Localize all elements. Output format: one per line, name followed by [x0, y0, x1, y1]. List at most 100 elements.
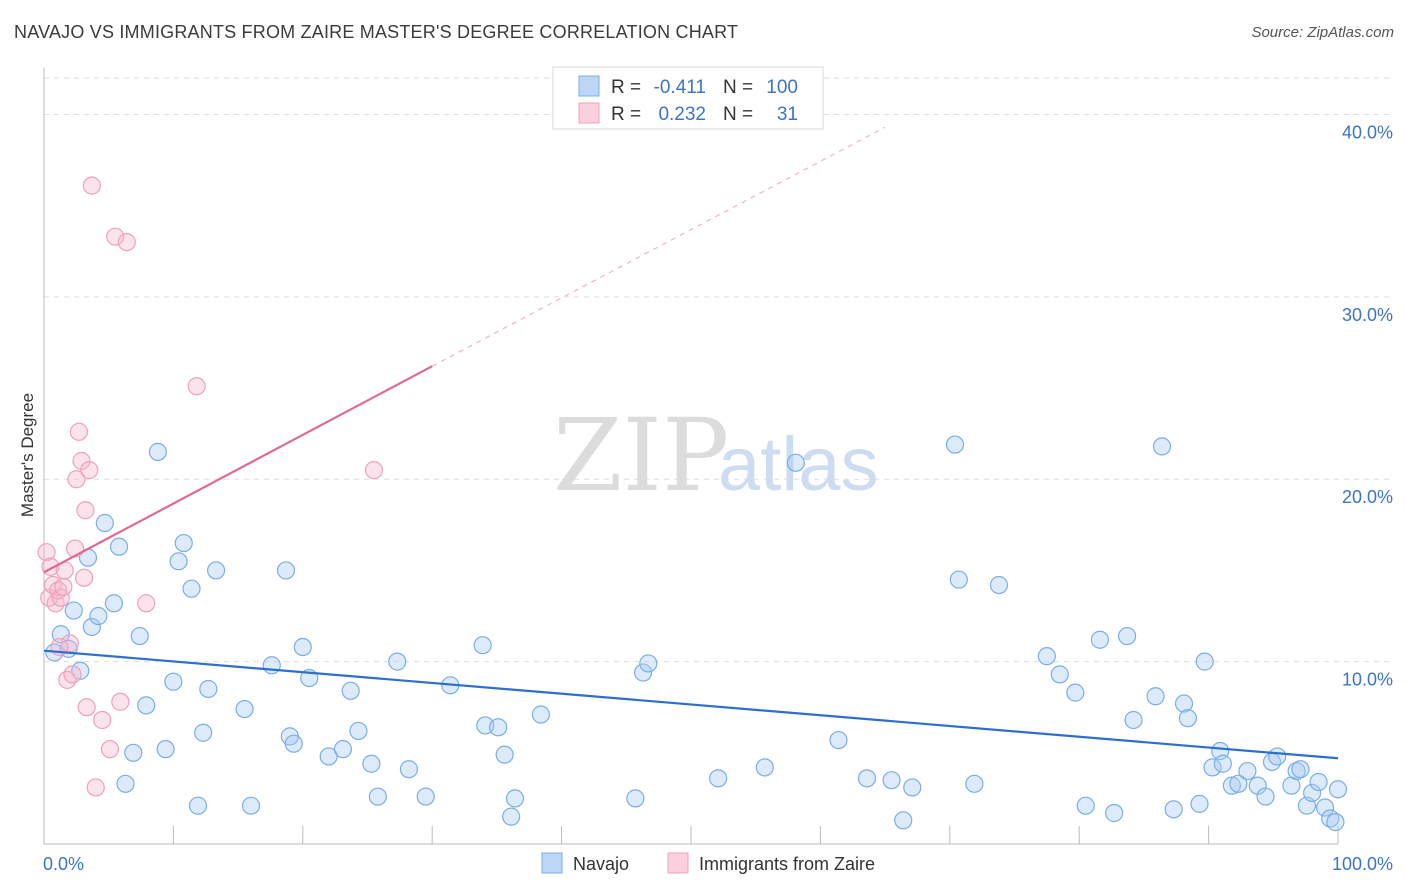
navajo-r-label: R = — [611, 77, 641, 98]
navajo-point — [1037, 647, 1056, 666]
navajo-point — [1105, 803, 1124, 823]
navajo-point — [829, 730, 848, 750]
navajo-point — [489, 718, 508, 737]
x-tick-label: 100.0% — [1332, 854, 1393, 874]
navajo-point — [882, 771, 901, 790]
navajo-point — [502, 807, 521, 826]
y-tick-label: 20.0% — [1342, 487, 1393, 507]
stats-legend: R = -0.411 N = 100 R = 0.232 N = 31 — [552, 66, 824, 130]
navajo-point — [1268, 747, 1287, 766]
navajo-point — [148, 442, 167, 461]
navajo-point — [276, 561, 296, 580]
navajo-point — [174, 533, 193, 553]
navajo-point — [1203, 758, 1222, 777]
navajo-point — [1213, 754, 1232, 773]
zaire-point — [63, 665, 82, 684]
navajo-point — [1076, 796, 1095, 815]
navajo-trend-line — [43, 649, 1339, 760]
zaire-n-label: N = — [723, 104, 753, 125]
navajo-legend-swatch — [578, 75, 600, 97]
navajo-point — [1190, 794, 1209, 813]
trend-lines — [43, 126, 1339, 760]
navajo-point — [199, 679, 218, 699]
chart-title: NAVAJO VS IMMIGRANTS FROM ZAIRE MASTER'S… — [14, 22, 739, 42]
watermark-atlas: atlas — [718, 422, 879, 507]
navajo-point — [137, 696, 156, 715]
y-tick-labels: 10.0% 20.0% 30.0% 40.0% — [1342, 122, 1393, 689]
zaire-series-label: Immigrants from Zaire — [699, 854, 875, 874]
x-tick-labels: 0.0% 100.0% — [43, 854, 1393, 874]
navajo-point — [1066, 683, 1085, 702]
navajo-point — [903, 778, 922, 797]
navajo-point — [495, 745, 514, 764]
navajo-point — [241, 796, 261, 815]
navajo-point — [1117, 626, 1137, 646]
navajo-point — [531, 705, 550, 724]
navajo-point — [1174, 694, 1194, 713]
navajo-point — [1124, 710, 1143, 730]
navajo-point — [124, 743, 143, 762]
zaire-point — [58, 670, 77, 689]
zaire-point — [67, 470, 86, 489]
zaire-point — [77, 698, 96, 717]
navajo-point — [709, 769, 728, 788]
zaire-point — [51, 588, 70, 607]
navajo-point — [130, 626, 149, 646]
zaire-point — [93, 710, 112, 730]
series-legend: Navajo Immigrants from Zaire — [541, 852, 875, 874]
navajo-point — [473, 636, 492, 655]
navajo-point — [164, 672, 183, 691]
zaire-point — [187, 377, 206, 396]
grid-lines — [44, 77, 1390, 663]
x-tick-label: 0.0% — [43, 854, 84, 874]
zaire-point — [117, 233, 136, 252]
navajo-point — [319, 747, 338, 766]
zaire-point — [80, 461, 99, 480]
zaire-trend-line — [43, 365, 433, 574]
navajo-point — [1050, 665, 1069, 684]
navajo-r-value: -0.411 — [654, 77, 706, 98]
navajo-point — [349, 721, 368, 741]
navajo-point — [207, 561, 226, 580]
navajo-point — [182, 579, 201, 598]
zaire-point — [364, 461, 384, 480]
navajo-point — [1195, 652, 1214, 671]
zaire-point — [82, 176, 101, 195]
navajo-point — [894, 811, 913, 830]
navajo-point — [989, 575, 1009, 595]
navajo-point — [235, 699, 254, 719]
navajo-point — [262, 656, 281, 675]
y-tick-label: 30.0% — [1342, 305, 1393, 325]
navajo-point — [1178, 709, 1197, 728]
zaire-r-label: R = — [611, 104, 641, 125]
navajo-point — [1229, 774, 1248, 793]
navajo-series-label: Navajo — [573, 854, 629, 874]
navajo-n-label: N = — [723, 77, 753, 98]
zaire-points — [37, 176, 384, 797]
navajo-point — [1328, 780, 1348, 799]
navajo-point — [333, 740, 353, 759]
y-tick-label: 40.0% — [1342, 122, 1393, 142]
navajo-point — [116, 774, 135, 793]
navajo-point — [95, 513, 114, 533]
navajo-point — [505, 789, 525, 808]
zaire-point — [86, 778, 105, 797]
navajo-point — [857, 769, 877, 788]
navajo-point — [399, 760, 419, 779]
navajo-point — [284, 734, 303, 753]
navajo-point — [188, 796, 208, 815]
navajo-point — [1164, 800, 1183, 819]
zaire-point — [111, 692, 130, 711]
navajo-point — [64, 601, 83, 620]
zaire-point — [72, 451, 91, 471]
navajo-point — [82, 617, 101, 637]
navajo-point — [194, 723, 213, 742]
zaire-point — [76, 501, 95, 520]
navajo-point — [293, 637, 312, 657]
navajo-point — [416, 787, 435, 806]
navajo-point — [634, 663, 653, 682]
navajo-point — [639, 654, 658, 673]
zaire-point — [54, 577, 73, 596]
navajo-point — [1090, 630, 1110, 649]
